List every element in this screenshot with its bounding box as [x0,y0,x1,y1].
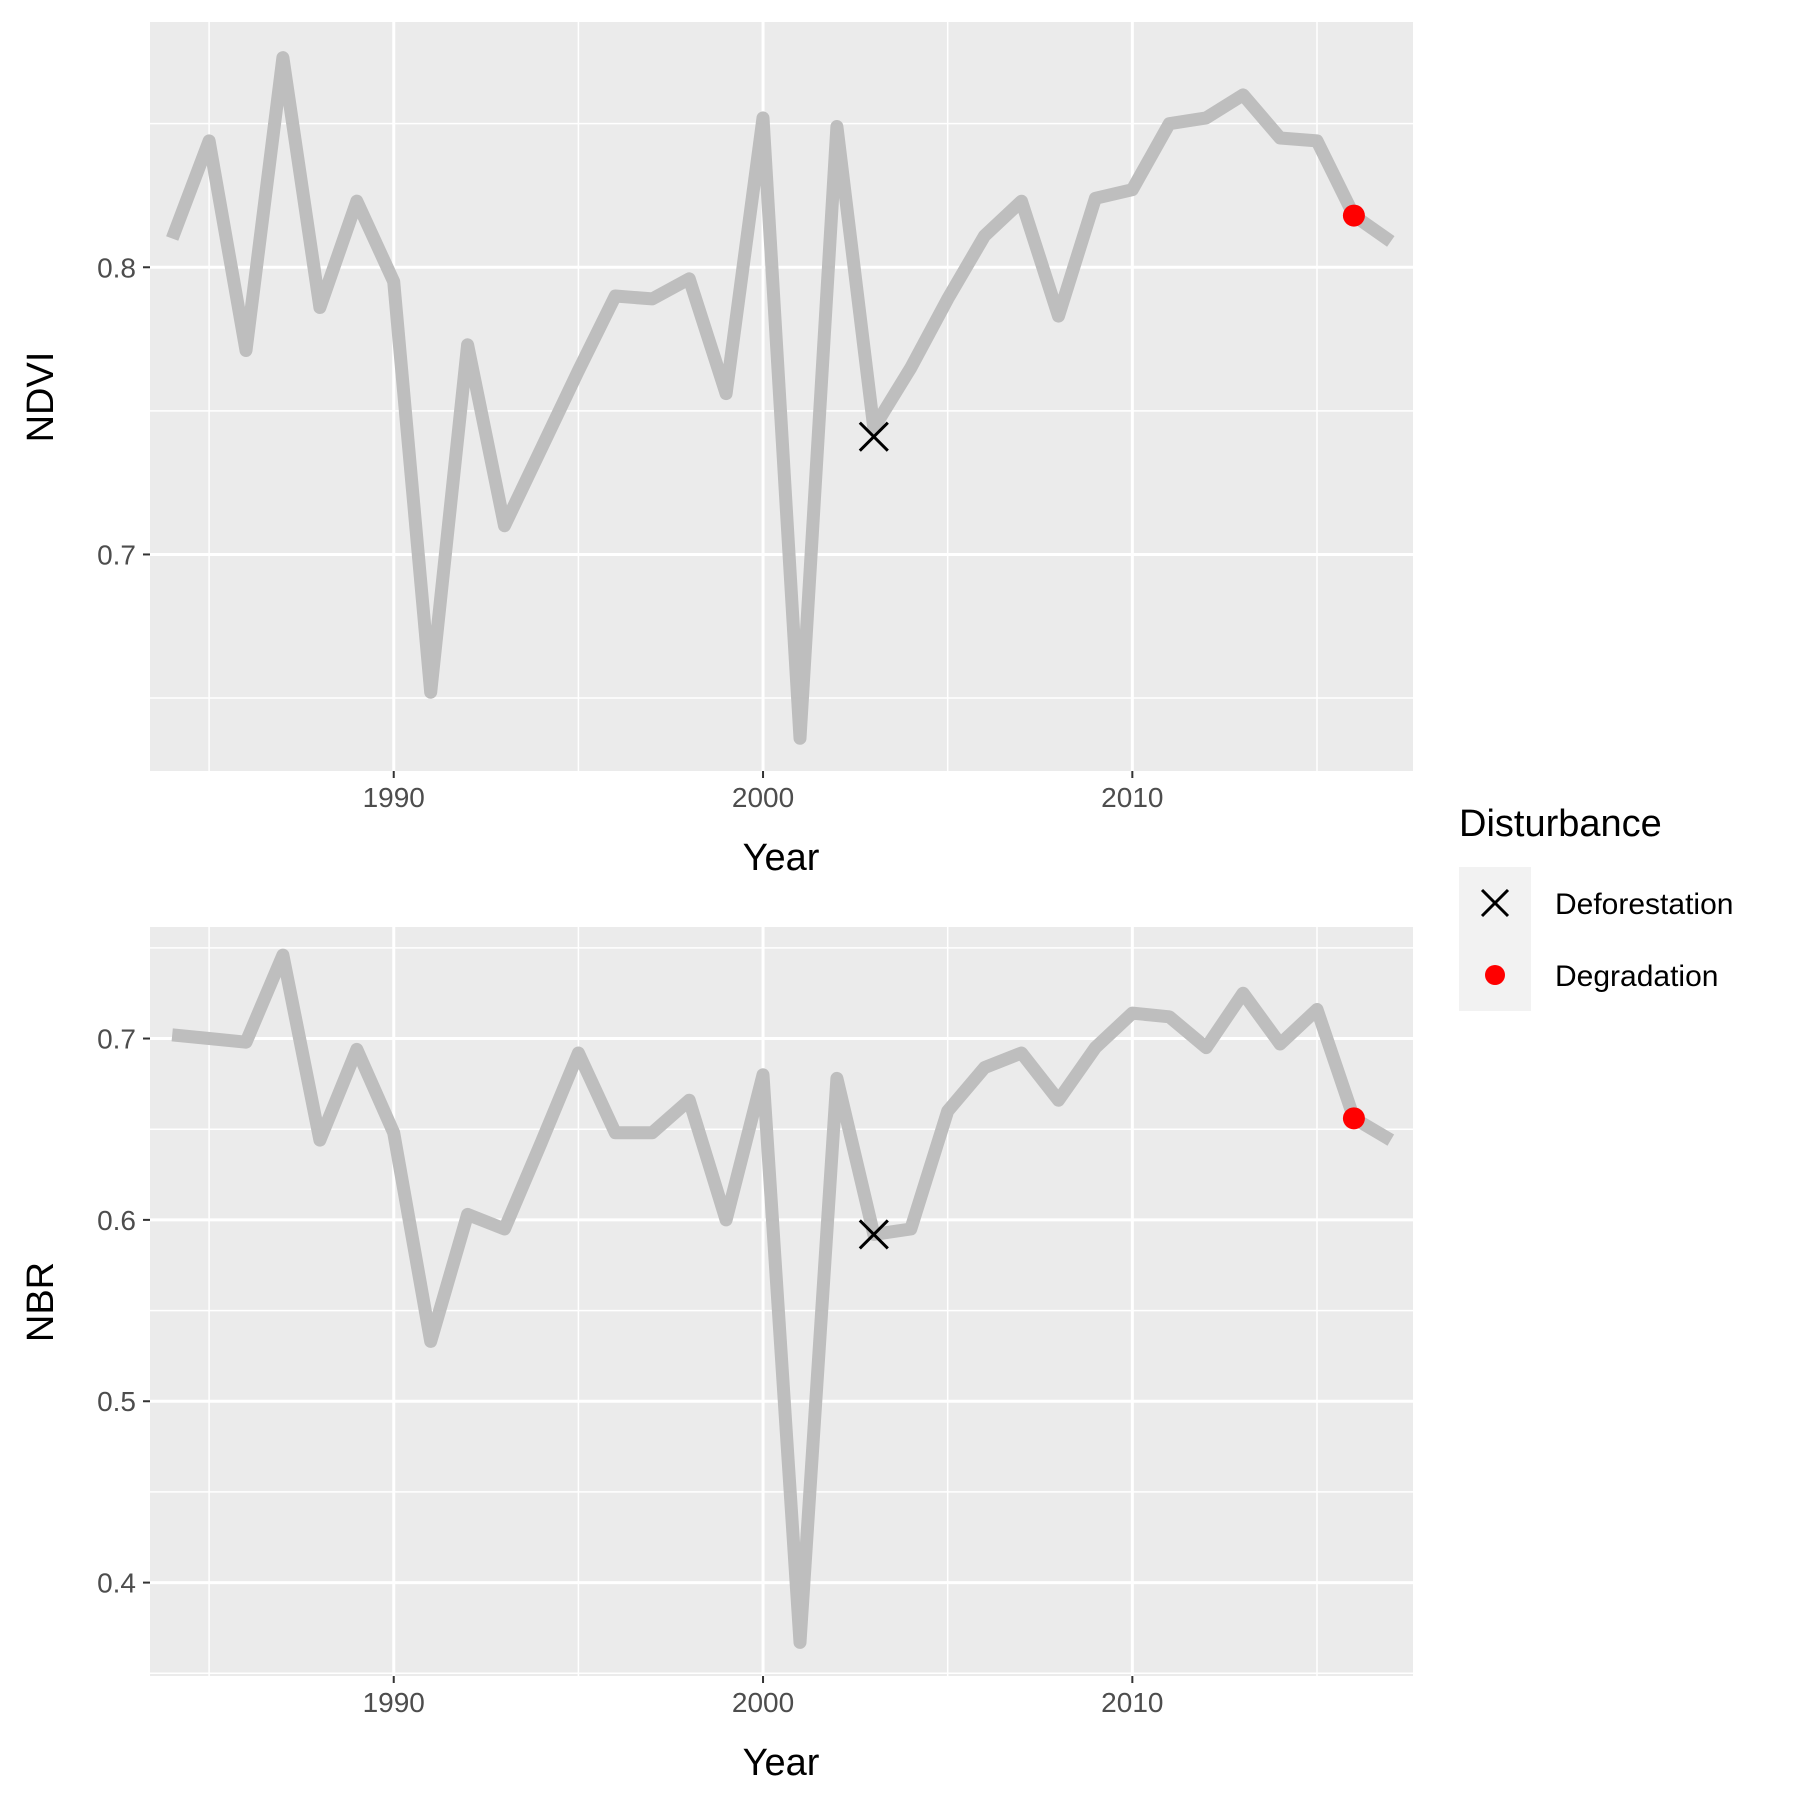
legend-deforestation-key [1480,888,1510,918]
nbr-x-tick-label: 2010 [1101,1687,1163,1718]
ndvi-x-tick-label: 2000 [732,782,794,813]
ndvi-y-tick-label: 0.8 [97,252,136,283]
legend-degradation-key [1485,965,1505,985]
nbr-deforestation-marker [858,1219,889,1250]
nbr-y-axis: 0.4 0.5 0.6 0.7 [97,1024,150,1599]
ndvi-x-tick-label: 1990 [363,782,425,813]
nbr-panel: 1990 2000 2010 0.4 0.5 0.6 0.7 Year NBR [20,927,1413,1784]
ndvi-x-tick-label: 2010 [1101,782,1163,813]
nbr-y-tick-label: 0.7 [97,1024,136,1055]
nbr-disturbance-markers [858,1107,1365,1250]
ndvi-panel: 1990 2000 2010 0.7 0.8 Year NDVI [20,22,1413,879]
nbr-series-line [171,948,1395,1649]
nbr-x-tick-label: 1990 [363,1687,425,1718]
ndvi-deforestation-marker [858,421,889,452]
legend: Disturbance Deforestation Degradation [1459,803,1733,1011]
nbr-minor-y-grid [150,947,1413,1675]
nbr-major-x-grid [392,927,1134,1676]
ndvi-disturbance-markers [858,204,1365,452]
nbr-y-axis-title: NBR [20,1262,62,1342]
legend-label-degradation: Degradation [1555,960,1718,993]
nbr-degradation-marker [1342,1107,1365,1130]
legend-title: Disturbance [1459,803,1662,845]
nbr-deforestation-marker-stroke [858,1219,889,1250]
ndvi-x-axis: 1990 2000 2010 [363,771,1163,813]
ndvi-series [166,51,1395,745]
ndvi-y-axis: 0.7 0.8 [97,252,150,570]
nbr-x-tick-label: 2000 [732,1687,794,1718]
ndvi-deforestation-marker-stroke [858,421,889,452]
ndvi-y-tick-label: 0.7 [97,539,136,570]
nbr-series [171,948,1395,1649]
ndvi-y-axis-title: NDVI [20,352,62,443]
legend-label-deforestation: Deforestation [1555,888,1733,921]
nbr-y-tick-label: 0.6 [97,1205,136,1236]
nbr-y-tick-label: 0.5 [97,1386,136,1417]
legend-x-stroke-2 [1480,888,1510,918]
ndvi-degradation-marker [1342,204,1365,227]
nbr-x-axis: 1990 2000 2010 [363,1676,1163,1718]
ndvi-series-line [166,51,1395,745]
nbr-y-tick-label: 0.4 [97,1568,136,1599]
nbr-x-axis-title: Year [743,1742,820,1784]
ndvi-x-axis-title: Year [743,837,820,879]
ndvi-major-y-grid [150,265,1413,556]
